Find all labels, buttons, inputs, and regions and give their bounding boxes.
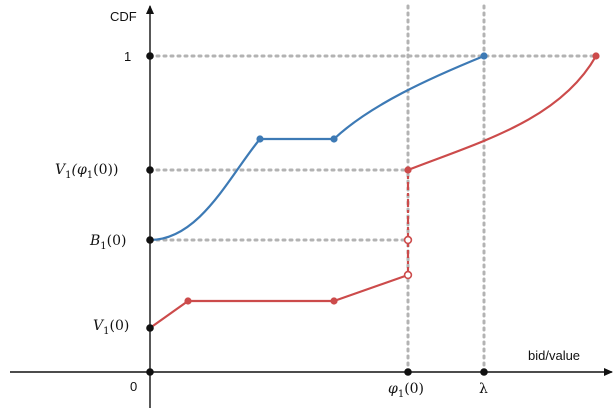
y-axis-title: CDF — [110, 9, 137, 24]
x-tick-phi: φ1(0) — [388, 381, 424, 400]
origin-dot — [146, 368, 154, 376]
y-dot-one — [146, 52, 154, 60]
y-tick-v1: V1(0) — [93, 318, 129, 337]
blue-kink-1 — [256, 135, 264, 143]
x-dot-phi — [404, 368, 412, 376]
red-markers — [184, 52, 600, 305]
red-jump-top — [404, 166, 412, 174]
red-cdf-curve — [149, 55, 597, 329]
blue-markers — [256, 52, 488, 143]
red-kink-2 — [330, 297, 338, 305]
red-open-b1 — [403, 235, 413, 245]
axis-markers — [146, 52, 488, 376]
x-tick-lambda: λ — [479, 381, 488, 397]
red-kink-1 — [184, 297, 192, 305]
y-tick-b1: B1(0) — [89, 233, 127, 252]
origin-label: 0 — [130, 379, 137, 394]
y-tick-one: 1 — [124, 49, 131, 64]
y-dot-v1phi — [146, 166, 154, 174]
x-dot-lambda — [480, 368, 488, 376]
blue-end — [480, 52, 488, 60]
guide-lines — [148, 4, 600, 374]
blue-cdf-curve — [149, 54, 485, 242]
blue-kink-2 — [330, 135, 338, 143]
red-open-lower — [403, 270, 413, 280]
y-tick-v1phi: V1(φ1(0)) — [55, 162, 118, 181]
axes — [10, 5, 613, 408]
x-axis-title: bid/value — [528, 348, 580, 363]
y-dot-v1 — [146, 324, 154, 332]
red-end — [592, 52, 600, 60]
y-dot-b1 — [146, 236, 154, 244]
